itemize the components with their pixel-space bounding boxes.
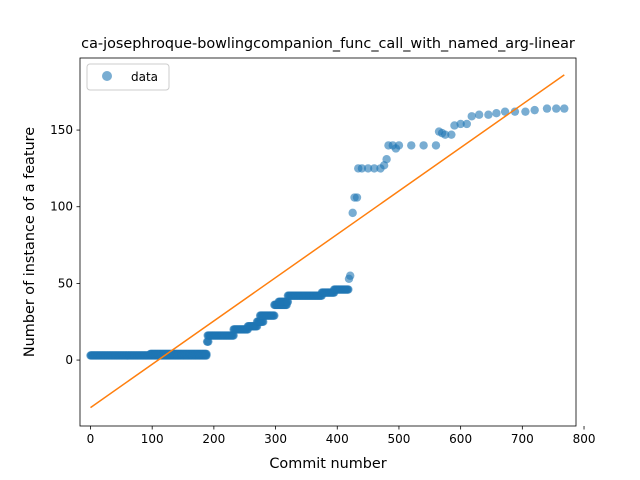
y-tick-label: 50 [58,276,73,290]
scatter-series [86,104,569,360]
y-axis-label: Number of instance of a feature [22,127,38,357]
x-tick-label: 400 [326,432,349,446]
data-point [530,105,539,115]
data-point [510,107,520,116]
data-point [357,164,367,173]
y-tick-label: 150 [50,123,73,137]
data-point [456,119,465,129]
fit-line [90,74,565,409]
data-point [431,141,441,150]
x-tick-label: 600 [449,432,472,446]
data-point [202,349,211,359]
axes: 0 100 200 300 400 500 600 700 800 0 50 100 150 [50,57,596,446]
data-point [394,141,404,150]
data-point [441,130,450,139]
data-point [419,141,428,150]
data-point [492,109,501,118]
fit-line-series [90,74,565,409]
data-point [348,208,357,218]
data-point [467,112,476,121]
data-point [270,311,279,320]
data-point [500,107,510,116]
data-point [542,104,552,113]
data-point [407,141,416,150]
axes-frame [79,57,577,427]
data-point [474,110,484,119]
x-tick-label: 500 [387,432,410,446]
x-tick-label: 700 [511,432,534,446]
data-point [382,155,391,164]
legend-marker [102,71,112,81]
data-point [560,104,569,113]
x-tick-label: 100 [141,432,164,446]
data-point [462,119,472,129]
x-axis-label: Commit number [269,456,386,472]
x-tick-label: 200 [202,432,225,446]
data-point [344,285,353,294]
legend-label: data [131,70,158,84]
chart-title: ca-josephroque-bowlingcompanion_func_cal… [81,36,575,52]
data-point [484,110,493,119]
data-point [370,164,379,173]
y-tick-label: 0 [65,353,73,367]
y-tick-label: 100 [50,200,73,214]
data-point [352,193,362,202]
data-point [447,130,456,139]
legend-box [86,63,170,91]
data-point [521,107,530,116]
data-point [363,164,373,173]
data-point [346,271,355,280]
x-tick-label: 0 [87,432,95,446]
x-tick-label: 800 [573,432,596,446]
legend: data [86,63,170,91]
data-point [552,104,561,113]
x-tick-label: 300 [264,432,287,446]
